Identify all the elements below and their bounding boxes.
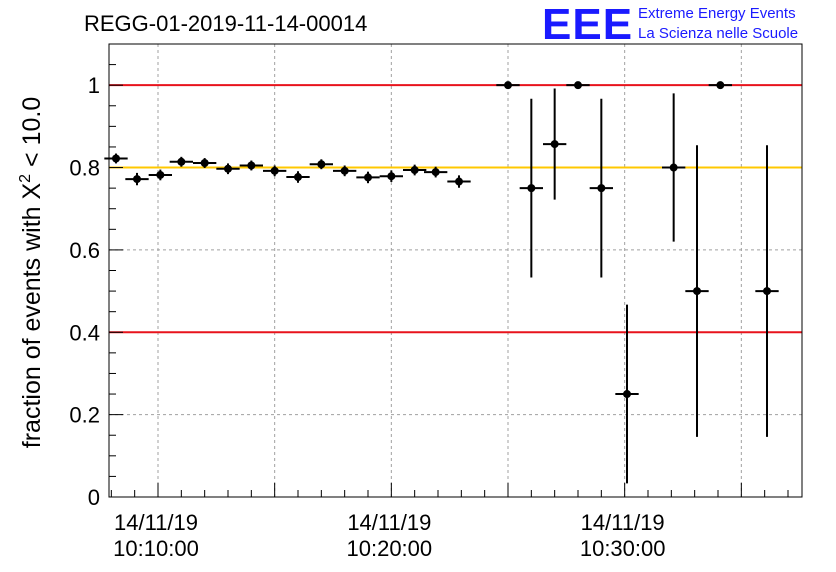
data-points	[104, 81, 779, 484]
data-point	[169, 156, 193, 167]
point-marker	[270, 166, 279, 175]
data-point	[519, 98, 543, 278]
data-point	[263, 165, 287, 177]
point-marker	[527, 184, 536, 193]
logo-line-1: Extreme Energy Events	[638, 5, 796, 22]
point-marker	[623, 390, 631, 399]
chart-title: REGG-01-2019-11-14-00014	[84, 11, 367, 36]
point-marker	[669, 163, 678, 172]
point-marker	[763, 287, 771, 296]
data-point	[755, 145, 779, 437]
y-axis-title-tail: < 10.0	[18, 97, 46, 174]
x-tick-label-date: 14/11/19	[347, 510, 431, 535]
logo-line-2: La Scienza nelle Scuole	[638, 25, 798, 42]
y-tick-label: 0.8	[69, 156, 100, 181]
data-point	[685, 145, 709, 437]
data-point	[309, 159, 333, 170]
data-point	[424, 166, 448, 178]
x-tick-label-time: 10:30:00	[580, 536, 666, 561]
eee-logo: EEE Extreme Energy Events La Scienza nel…	[542, 0, 798, 49]
data-point	[589, 98, 613, 278]
data-point	[566, 81, 590, 90]
data-point	[447, 175, 471, 188]
point-marker	[364, 173, 372, 182]
point-marker	[317, 160, 326, 169]
point-marker	[200, 159, 209, 168]
reference-lines	[109, 84, 802, 334]
point-marker	[133, 175, 141, 184]
point-marker	[431, 168, 440, 177]
y-axis: 0 0.2 0.4 0.6 0.8 1	[69, 43, 123, 510]
y-tick-label: 1	[88, 73, 100, 98]
point-marker	[156, 170, 165, 179]
data-point	[379, 170, 403, 182]
y-tick-label: 0.6	[69, 238, 100, 263]
x-tick-label-date: 14/11/19	[114, 510, 198, 535]
data-point	[543, 88, 567, 200]
point-marker	[112, 154, 120, 163]
point-marker	[340, 166, 349, 175]
point-marker	[597, 184, 606, 193]
data-point	[193, 158, 217, 168]
y-tick-label: 0.4	[69, 320, 100, 345]
point-marker	[410, 166, 419, 175]
data-point	[104, 153, 128, 164]
x-tick-label-time: 10:10:00	[113, 536, 199, 561]
point-marker	[716, 81, 725, 90]
data-point	[615, 304, 639, 484]
data-point	[662, 93, 686, 242]
point-marker	[177, 157, 186, 166]
data-point	[286, 171, 310, 183]
point-marker	[550, 140, 559, 149]
x-axis: 14/11/1910:10:0014/11/1910:20:0014/11/19…	[110, 483, 789, 561]
point-marker	[247, 161, 256, 170]
logo-mark: EEE	[542, 0, 633, 49]
data-point	[239, 160, 263, 171]
data-point	[708, 81, 732, 90]
data-point	[403, 164, 427, 176]
point-marker	[387, 172, 396, 181]
point-marker	[574, 81, 582, 90]
data-point	[333, 165, 357, 177]
data-point	[216, 163, 240, 175]
data-point	[148, 169, 172, 181]
data-point	[496, 81, 520, 90]
point-marker	[294, 173, 302, 182]
point-marker	[224, 164, 232, 173]
point-marker	[504, 81, 512, 90]
data-point	[356, 171, 380, 184]
y-axis-title: fraction of events with X2 < 10.0	[17, 97, 46, 448]
plot-frame	[108, 43, 803, 498]
y-tick-label: 0.2	[69, 403, 100, 428]
grid-lines	[109, 44, 802, 497]
y-axis-title-sup: 2	[17, 174, 34, 183]
y-axis-title-main: fraction of events with X	[18, 183, 46, 449]
y-tick-label: 0	[88, 485, 100, 510]
point-marker	[455, 177, 463, 186]
x-tick-label-date: 14/11/19	[581, 510, 665, 535]
x-tick-label-time: 10:20:00	[347, 536, 433, 561]
data-point	[125, 172, 149, 186]
point-marker	[693, 287, 701, 296]
